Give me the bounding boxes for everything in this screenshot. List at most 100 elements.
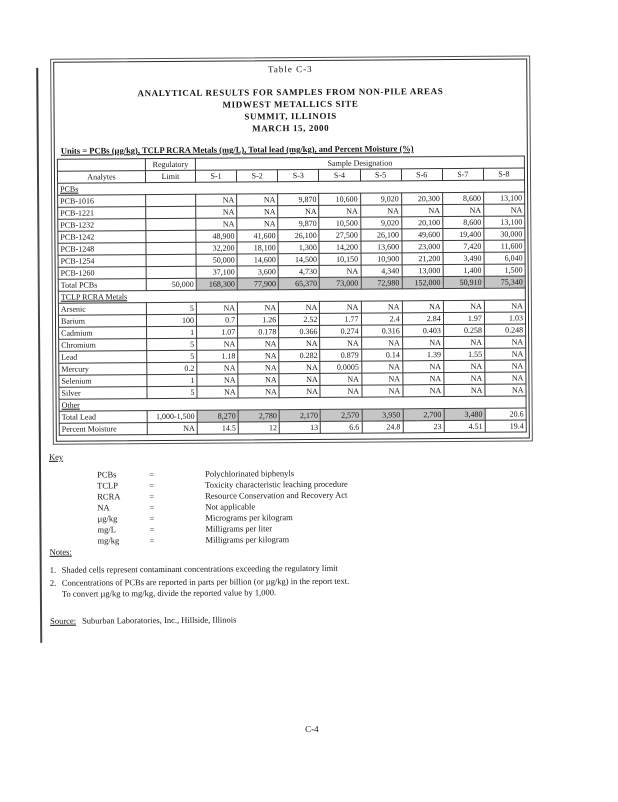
regulatory-limit-value <box>145 242 197 255</box>
analyte-name: Mercury <box>58 362 147 376</box>
regulatory-limit-value: 100 <box>146 314 197 327</box>
table-label: Table C-3 <box>267 63 313 75</box>
result-value: 4.51 <box>443 420 486 433</box>
analyte-name: Percent Moisture <box>59 422 148 436</box>
result-value: NA <box>483 203 525 217</box>
note-number: 1. <box>49 564 57 575</box>
notes-section: Notes: 1. Shaded cells represent contamin… <box>50 543 590 602</box>
result-value: 18,100 <box>237 241 279 254</box>
result-value: 24.8 <box>361 420 403 434</box>
regulatory-limit-value <box>146 254 197 267</box>
result-value: 0.282 <box>278 349 321 362</box>
result-value: 23,000 <box>401 240 443 253</box>
result-value: 23 <box>402 420 445 433</box>
result-value: 1,500 <box>483 263 526 277</box>
result-value: 3,490 <box>442 252 484 265</box>
key-term: NA <box>97 502 110 513</box>
result-value: 8,600 <box>442 192 484 205</box>
result-value: 0.403 <box>402 324 444 337</box>
result-value: 0.7 <box>196 313 238 327</box>
result-value: 1,300 <box>278 241 320 254</box>
result-value: 9,870 <box>278 217 320 230</box>
regulatory-limit-value <box>145 218 196 231</box>
analytes-header-spacer <box>57 158 146 172</box>
analyte-name: Selenium <box>58 374 147 388</box>
note-number: 2. <box>49 577 57 588</box>
note-text: Shaded cells represent contaminant conce… <box>61 562 338 575</box>
table-frame: Table C-3 ANALYTICAL RESULTS FOR SAMPLES… <box>50 55 533 445</box>
analyte-name: PCB-1242 <box>57 230 146 244</box>
result-value: 20.6 <box>484 407 527 421</box>
result-value: NA <box>279 361 321 374</box>
result-value: 8,270 <box>197 409 239 423</box>
result-value: NA <box>278 301 320 314</box>
key-term: PCBs <box>97 469 117 480</box>
result-value: 50,910 <box>442 276 485 289</box>
result-value: 72,980 <box>360 276 402 290</box>
result-value: 2.84 <box>402 312 444 325</box>
result-value: 2,700 <box>402 408 444 421</box>
result-value: NA <box>442 204 484 217</box>
result-value: 6.6 <box>320 421 362 434</box>
table-row: Percent Moisture NA 14.5 12 13 6.6 24.8 23 4.51 1… <box>59 419 527 436</box>
result-value: NA <box>484 359 526 373</box>
result-value: 21,200 <box>401 252 443 265</box>
result-value: 1.03 <box>484 311 526 325</box>
result-value: NA <box>443 372 485 385</box>
result-value: NA <box>277 205 320 218</box>
results-table: Regulatory Sample Designation Analytes L… <box>57 155 527 436</box>
result-value: 14,600 <box>237 253 279 266</box>
result-value: 2.4 <box>360 312 403 326</box>
result-value: NA <box>443 300 485 313</box>
result-value: NA <box>484 371 526 385</box>
result-value: NA <box>238 385 280 398</box>
result-value: NA <box>361 360 403 374</box>
result-value: NA <box>195 206 237 219</box>
result-value: 26,100 <box>360 228 402 242</box>
analyte-name: Cadmium <box>58 326 147 340</box>
analyte-name: Total Lead <box>59 410 148 424</box>
result-value: NA <box>279 385 321 398</box>
result-value: NA <box>402 372 444 385</box>
result-value: NA <box>236 193 278 207</box>
sample-column-header: S-8 <box>483 167 525 181</box>
result-value: NA <box>319 265 361 278</box>
key-equals: = <box>149 480 154 491</box>
analyte-name: Arsenic <box>58 302 147 316</box>
result-value: 8,600 <box>442 216 484 229</box>
result-value: NA <box>278 337 321 350</box>
result-value: NA <box>319 337 362 350</box>
result-value: 27,500 <box>319 229 361 242</box>
limit-header: Limit <box>145 170 196 183</box>
regulatory-limit-value: 1 <box>146 326 197 339</box>
result-value: 37,100 <box>196 265 238 279</box>
result-value: 75,340 <box>484 275 526 289</box>
result-value: NA <box>360 204 402 218</box>
result-value: 4,340 <box>360 264 402 278</box>
result-value: NA <box>443 336 485 349</box>
note-item: 1. Shaded cells represent contaminant con… <box>50 561 590 576</box>
source-text: Suburban Laboratories, Inc., Hillside, I… <box>82 614 237 626</box>
result-value: 0.274 <box>319 325 362 338</box>
sample-column-header: S-6 <box>401 168 443 181</box>
result-value: 2,170 <box>279 409 321 422</box>
analyte-name: Lead <box>58 350 147 364</box>
result-value: 14.5 <box>197 421 239 435</box>
sample-column-header: S-1 <box>195 170 237 183</box>
result-value: 0.879 <box>320 349 362 362</box>
result-value: NA <box>195 218 237 231</box>
result-value: 0.178 <box>237 325 279 338</box>
result-value: NA <box>402 360 444 373</box>
result-value: 12 <box>238 421 280 434</box>
result-value: 13,600 <box>360 240 402 254</box>
key-term: RCRA <box>97 491 121 502</box>
result-value: 168,300 <box>196 277 238 291</box>
result-value: 0.316 <box>361 324 403 338</box>
result-value: NA <box>360 300 403 314</box>
analyte-name: Chromium <box>58 338 147 352</box>
result-value: NA <box>320 373 362 386</box>
result-value: NA <box>361 372 403 386</box>
title-line-4: MARCH 15, 2000 <box>252 122 330 134</box>
result-value: NA <box>319 205 361 218</box>
result-value: 13,100 <box>483 215 525 229</box>
